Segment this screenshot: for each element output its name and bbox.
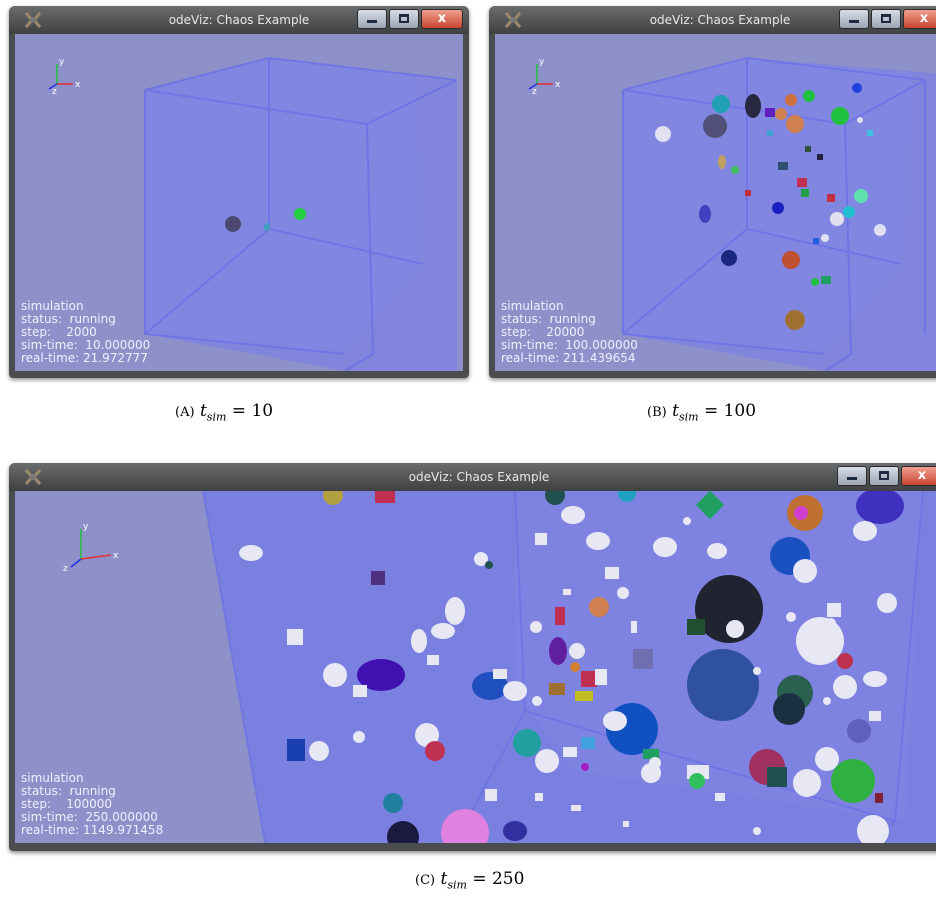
axis-z-label: z <box>52 87 57 97</box>
maximize-button[interactable] <box>869 466 899 486</box>
maximize-button[interactable] <box>871 9 901 29</box>
axis-y-label: y <box>539 57 545 67</box>
maximize-icon <box>881 14 891 23</box>
minimize-button[interactable] <box>839 9 869 29</box>
axes-gizmo: y x z <box>63 522 119 574</box>
hud-step: step: 100000 <box>21 797 113 811</box>
simulation-box <box>622 56 936 371</box>
caption-var: t <box>199 401 207 421</box>
axes-gizmo: y x z <box>48 57 81 97</box>
close-button[interactable]: x <box>901 466 936 486</box>
caption-sub: sim <box>206 410 227 424</box>
close-icon: x <box>919 11 929 26</box>
title-bar[interactable]: odeViz: Chaos Example x <box>489 6 936 34</box>
axes-gizmo: y x z <box>528 57 561 97</box>
close-icon: x <box>437 11 447 26</box>
scene-b: y x z <box>528 56 936 371</box>
axis-x-label: x <box>113 551 119 561</box>
hud-b: simulation status: running step: 20000 s… <box>501 300 638 365</box>
simulation-box <box>202 491 936 843</box>
hud-heading: simulation <box>501 299 564 313</box>
caption-sub: sim <box>447 878 467 892</box>
hud-step: step: 20000 <box>501 325 585 339</box>
close-button[interactable]: x <box>903 9 936 29</box>
close-button[interactable]: x <box>421 9 463 29</box>
window-title: odeViz: Chaos Example <box>168 13 310 27</box>
bodies <box>655 83 886 330</box>
caption-value: = 10 <box>226 401 274 421</box>
caption-letter: (A) <box>175 405 195 420</box>
caption-b: (B) tsim = 100 <box>647 401 756 423</box>
caption-letter: (B) <box>647 405 667 420</box>
3d-viewport[interactable]: y x z <box>15 491 936 843</box>
maximize-icon <box>399 14 409 23</box>
window-b: odeViz: Chaos Example x y x z <box>489 6 936 378</box>
axis-z-label: z <box>63 564 68 574</box>
hud-status: status: running <box>21 784 116 798</box>
minimize-button[interactable] <box>837 466 867 486</box>
minimize-icon <box>367 20 377 23</box>
caption-c: (C) tsim = 250 <box>415 869 524 891</box>
hud-a: simulation status: running step: 2000 si… <box>21 300 150 365</box>
axis-y-label: y <box>83 522 89 532</box>
maximize-button[interactable] <box>389 9 419 29</box>
window-title: odeViz: Chaos Example <box>408 470 550 484</box>
window-c: odeViz: Chaos Example x y x z <box>9 463 936 851</box>
caption-letter: (C) <box>415 873 436 888</box>
scene-c: y x z <box>63 491 936 843</box>
caption-sub: sim <box>678 410 699 424</box>
hud-heading: simulation <box>21 299 84 313</box>
caption-value: = 100 <box>698 401 757 421</box>
axis-y-label: y <box>59 57 65 67</box>
hud-c: simulation status: running step: 100000 … <box>21 772 163 837</box>
hud-heading: simulation <box>21 771 84 785</box>
bodies <box>225 208 306 232</box>
hud-status: status: running <box>501 312 596 326</box>
hud-sim-time: sim-time: 250.000000 <box>21 810 158 824</box>
3d-viewport[interactable]: y x z simulation status: running step: 2… <box>15 34 463 371</box>
hud-sim-time: sim-time: 10.000000 <box>21 338 151 352</box>
minimize-icon <box>847 477 857 480</box>
axis-z-label: z <box>532 87 537 97</box>
3d-viewport[interactable]: y x z <box>495 34 936 371</box>
caption-a: (A) tsim = 10 <box>175 401 273 423</box>
app-icon <box>504 12 522 28</box>
caption-value: = 250 <box>466 869 525 889</box>
scene-a: y x z <box>48 56 458 371</box>
hud-sim-time: sim-time: 100.000000 <box>501 338 638 352</box>
window-title: odeViz: Chaos Example <box>649 13 791 27</box>
minimize-icon <box>849 20 859 23</box>
hud-step: step: 2000 <box>21 325 97 339</box>
caption-var: t <box>672 401 679 421</box>
bodies <box>239 491 904 843</box>
axis-x-label: x <box>555 80 561 90</box>
minimize-button[interactable] <box>357 9 387 29</box>
hud-status: status: running <box>21 312 116 326</box>
axis-x-label: x <box>75 80 81 90</box>
caption-var: t <box>440 869 448 889</box>
title-bar[interactable]: odeViz: Chaos Example x <box>9 463 936 491</box>
hud-real-time: real-time: 21.972777 <box>21 351 148 365</box>
hud-real-time: real-time: 211.439654 <box>501 351 636 365</box>
app-icon <box>24 469 42 485</box>
window-a: odeViz: Chaos Example x y x z <box>9 6 469 378</box>
maximize-icon <box>879 471 889 480</box>
title-bar[interactable]: odeViz: Chaos Example x <box>9 6 469 34</box>
close-icon: x <box>917 468 927 483</box>
hud-real-time: real-time: 1149.971458 <box>21 823 164 837</box>
app-icon <box>24 12 42 28</box>
